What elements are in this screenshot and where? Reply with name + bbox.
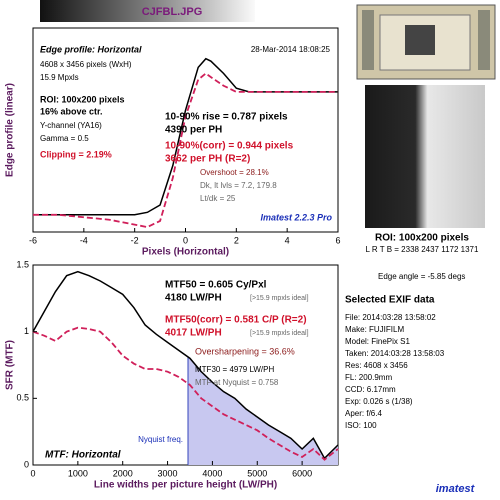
annotation: Gamma = 0.5	[40, 134, 89, 143]
annotation: MTF: Horizontal	[45, 450, 121, 461]
x-tick-label: 1000	[68, 468, 88, 478]
exif-line: Exp: 0.026 s (1/38)	[345, 397, 413, 406]
x-tick-label: 6	[335, 235, 340, 245]
annotation: 10-90% rise = 0.787 pixels	[165, 112, 288, 123]
annotation: MTF50(corr) = 0.581 C/P (R=2)	[165, 315, 307, 326]
annotation: [>15.9 mpxls ideal]	[250, 295, 309, 302]
edge-annotations: Edge profile: Horizontal 28-Mar-2014 18:…	[40, 44, 332, 222]
annotation: Overshoot = 28.1%	[200, 168, 269, 177]
annotation: ROI: 100x200 pixels	[40, 94, 125, 104]
annotation: 4180 LW/PH	[165, 293, 222, 304]
x-tick-label: 5000	[247, 468, 267, 478]
annotation: 28-Mar-2014 18:08:25	[251, 45, 331, 54]
annotation: 10-90%(corr) = 0.944 pixels	[165, 141, 294, 152]
annotation: Clipping = 2.19%	[40, 149, 112, 159]
exif-line: File: 2014:03:28 13:58:02	[345, 313, 436, 322]
logo: imatest	[436, 483, 476, 495]
x-axis-label: Pixels (Horizontal)	[142, 247, 229, 258]
roi-lrtb: L R T B = 2338 2437 1172 1371	[366, 245, 479, 254]
annotation: MTF at Nyquist = 0.758	[195, 378, 279, 387]
exif-line: Aper: f/6.4	[345, 409, 382, 418]
annotation: 4017 LW/PH	[165, 328, 222, 339]
x-tick-label: -2	[131, 235, 139, 245]
annotation: Y-channel (YA16)	[40, 121, 102, 130]
roi-title: ROI: 100x200 pixels	[375, 233, 469, 244]
annotation: Imatest 2.2.3 Pro	[260, 212, 332, 222]
annotation: 16% above ctr.	[40, 106, 103, 116]
exif-line: Res: 4608 x 3456	[345, 361, 408, 370]
series-line	[32, 270, 339, 460]
y-axis-label: SFR (MTF)	[5, 340, 16, 390]
thumbnail	[356, 4, 496, 80]
gray-strip	[40, 0, 255, 22]
x-tick-label: 0	[183, 235, 188, 245]
x-tick-label: -4	[80, 235, 88, 245]
exif-line: CCD: 6.17mm	[345, 385, 396, 394]
x-tick-label: 2000	[113, 468, 133, 478]
x-tick-label: 6000	[292, 468, 312, 478]
annotation: [>15.9 mpxls ideal]	[250, 330, 309, 337]
y-tick-label: 1	[24, 326, 29, 336]
annotation: 15.9 Mpxls	[40, 73, 79, 82]
roi-image	[365, 85, 485, 228]
exif-title: Selected EXIF data	[345, 295, 435, 306]
x-tick-label: -6	[29, 235, 37, 245]
y-tick-label: 0	[24, 459, 29, 469]
nyquist-label: Nyquist freq.	[138, 435, 183, 444]
exif-list: File: 2014:03:28 13:58:02 Make: FUJIFILM M…	[345, 313, 445, 430]
y-tick-label: 1.5	[16, 259, 29, 269]
x-axis-label: Line widths per picture height (LW/PH)	[94, 480, 277, 491]
annotation: 4608 x 3456 pixels (WxH)	[40, 60, 132, 69]
file-title: CJFBL.JPG	[142, 6, 203, 18]
plot-area	[32, 27, 339, 233]
y-axis-label: Edge profile (linear)	[5, 83, 16, 177]
plot-area	[32, 264, 339, 466]
y-tick-label: 0.5	[16, 393, 29, 403]
annotation: Dk, lt lvls = 7.2, 179.8	[200, 181, 277, 190]
mtf-annotations: MTF50 = 0.605 Cy/Pxl 4180 LW/PH [>15.9 m…	[45, 280, 309, 461]
nyquist-shade	[188, 356, 338, 465]
annotation: MTF50 = 0.605 Cy/Pxl	[165, 280, 267, 291]
plot: -6 -4 -2 0 2 4 6 Pixels (Horizontal) Edge profil…	[5, 27, 341, 258]
annotation: 4390 per PH	[165, 125, 222, 136]
series-line	[32, 326, 339, 461]
x-tick-label: 3000	[158, 468, 178, 478]
x-tick-label: 2	[234, 235, 239, 245]
annotation: Oversharpening = 36.6%	[195, 346, 295, 356]
annotation: Edge profile: Horizontal	[40, 44, 142, 54]
series-line	[33, 72, 338, 229]
annotation: 3662 per PH (R=2)	[165, 154, 250, 165]
exif-line: FL: 200.9mm	[345, 373, 392, 382]
edge-angle: Edge angle = -5.85 degs	[378, 272, 465, 281]
annotation: Lt/dk = 25	[200, 194, 236, 203]
exif-line: Make: FUJIFILM	[345, 325, 404, 334]
exif-line: Model: FinePix S1	[345, 337, 410, 346]
exif-line: Taken: 2014:03:28 13:58:03	[345, 349, 445, 358]
exif-line: ISO: 100	[345, 421, 377, 430]
plot: Nyquist freq. 0 1000 2000 3000 4000 5000 6000 0 0…	[5, 259, 339, 491]
x-tick-label: 4000	[202, 468, 222, 478]
annotation: MTF30 = 4979 LW/PH	[195, 365, 274, 374]
x-tick-label: 4	[285, 235, 290, 245]
x-tick-label: 0	[30, 468, 35, 478]
